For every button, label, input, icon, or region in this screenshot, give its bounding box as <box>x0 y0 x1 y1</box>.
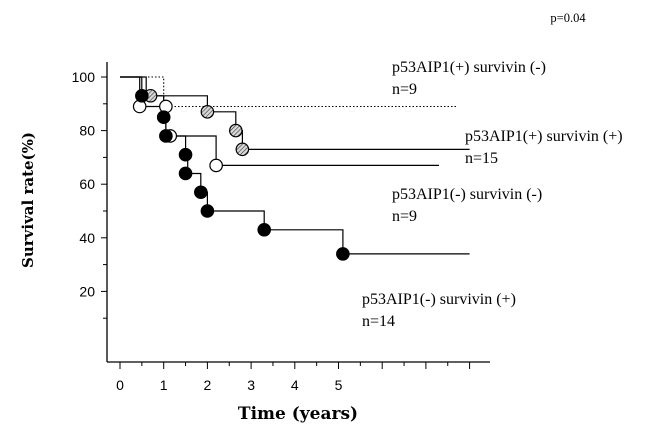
y-axis-title: Survival rate(%) <box>19 132 37 268</box>
event-marker-filled <box>257 222 272 237</box>
series-label-aip1pos-survneg: p53AIP1(+) survivin (-) <box>392 59 546 76</box>
event-marker-filled <box>178 166 193 181</box>
event-marker-hatched <box>235 142 250 157</box>
y-tick-label: 20 <box>79 283 95 299</box>
x-tick-label: 3 <box>247 377 255 393</box>
event-marker-filled <box>159 129 173 143</box>
event-markers <box>132 88 350 261</box>
y-tick-label: 60 <box>79 176 95 192</box>
event-marker-hatched <box>229 123 243 138</box>
survival-curves <box>120 76 470 255</box>
y-tick-label: 80 <box>79 123 95 139</box>
p-value-label: p=0.04 <box>550 11 586 25</box>
x-tick-label: 4 <box>291 377 299 393</box>
event-marker-filled <box>156 110 171 124</box>
event-marker-filled <box>200 204 215 218</box>
event-marker-filled <box>135 88 149 103</box>
x-axis-title: Time (years) <box>238 404 358 424</box>
x-tick-label: 5 <box>335 377 343 393</box>
y-tick-label: 40 <box>79 230 95 246</box>
axis-ticks: 20 40 60 80 100 0 1 2 3 4 5 <box>72 69 471 393</box>
series-n-aip1neg-survneg: n=9 <box>392 208 417 225</box>
event-marker-open <box>209 158 223 173</box>
series-label-aip1pos-survpos: p53AIP1(+) survivin (+) <box>465 128 623 145</box>
event-marker-hatched <box>200 105 215 119</box>
y-tick-label: 100 <box>72 69 96 85</box>
series-n-aip1pos-survpos: n=15 <box>465 150 498 167</box>
x-tick-label: 2 <box>204 377 212 393</box>
event-marker-filled <box>336 247 350 261</box>
series-line-1 <box>120 76 470 150</box>
series-label-aip1neg-survpos: p53AIP1(-) survivin (+) <box>362 291 516 308</box>
series-label-aip1neg-survneg: p53AIP1(-) survivin (-) <box>392 186 542 203</box>
x-tick-label: 0 <box>116 377 124 393</box>
x-tick-label: 1 <box>160 377 168 393</box>
event-marker-filled <box>194 185 208 200</box>
event-marker-filled <box>178 147 193 162</box>
series-n-aip1neg-survpos: n=14 <box>362 313 395 330</box>
series-n-aip1pos-survneg: n=9 <box>392 81 417 98</box>
